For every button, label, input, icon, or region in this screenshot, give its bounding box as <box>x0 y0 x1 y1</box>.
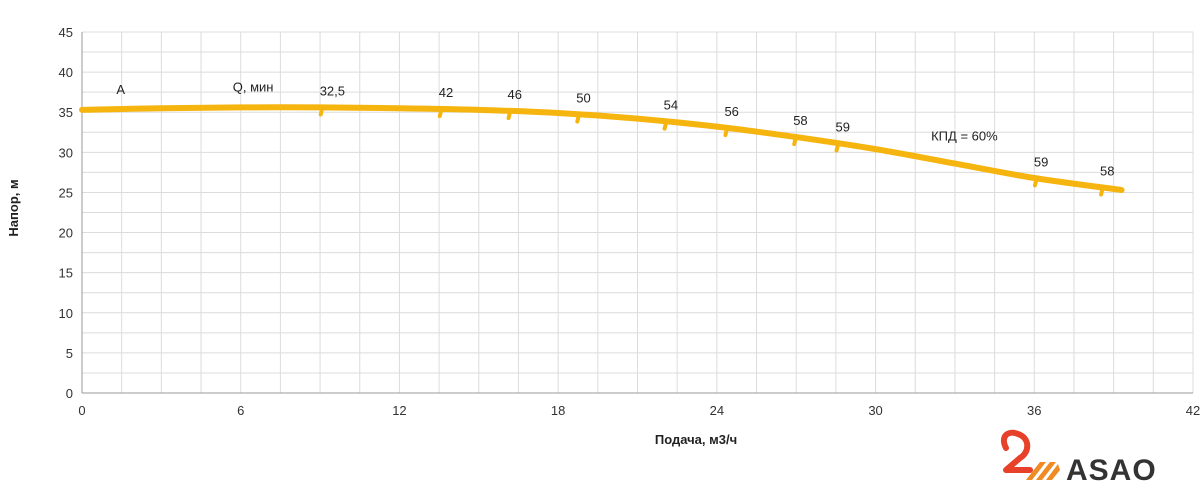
x-axis-title: Подача, м3/ч <box>655 432 737 447</box>
efficiency-tick <box>575 111 582 124</box>
efficiency-label: 58 <box>1100 163 1114 178</box>
efficiency-tick <box>723 125 730 138</box>
x-tick-labels: 0 6 12 18 24 30 36 42 <box>78 403 1200 418</box>
y-tick-label: 0 <box>66 386 73 401</box>
logo-stripe-icon <box>1026 462 1046 480</box>
efficiency-tick <box>792 134 799 147</box>
efficiency-label: 54 <box>664 98 678 113</box>
efficiency-tick <box>318 104 325 117</box>
y-tick-labels: 0 5 10 15 20 25 30 35 40 45 <box>59 25 73 401</box>
efficiency-label: 50 <box>576 91 590 106</box>
axes <box>81 32 1193 394</box>
x-tick-label: 12 <box>392 403 406 418</box>
efficiency-label: 32,5 <box>320 83 345 98</box>
logo-swirl-icon <box>1000 429 1033 473</box>
head-curve-line <box>79 104 1125 194</box>
efficiency-tick <box>834 140 841 153</box>
series-group <box>79 104 1125 194</box>
efficiency-tick <box>437 106 444 119</box>
x-tick-label: 42 <box>1186 403 1200 418</box>
annotation-text: КПД = 60% <box>931 128 998 143</box>
efficiency-label: 59 <box>836 120 850 135</box>
efficiency-label: 56 <box>724 104 738 119</box>
y-tick-label: 45 <box>59 25 73 40</box>
efficiency-label: 59 <box>1034 154 1048 169</box>
annotation-text: А <box>116 82 125 97</box>
efficiency-tick <box>1099 184 1106 197</box>
logo-stripe-icon <box>1046 464 1060 480</box>
efficiency-tick <box>1032 175 1039 188</box>
annotation-text: Q, мин <box>233 79 274 94</box>
x-tick-label: 36 <box>1027 403 1041 418</box>
y-tick-label: 10 <box>59 306 73 321</box>
x-tick-label: 0 <box>78 403 85 418</box>
efficiency-label: 42 <box>439 85 453 100</box>
efficiency-marks: 32,5 42 46 50 54 56 58 59 59 58 <box>318 83 1115 197</box>
y-axis-title: Напор, м <box>6 179 21 236</box>
y-tick-label: 40 <box>59 65 73 80</box>
logo-text: ASAO <box>1066 454 1157 482</box>
grid-lines <box>81 31 1194 394</box>
y-tick-label: 35 <box>59 105 73 120</box>
y-tick-label: 25 <box>59 185 73 200</box>
y-tick-label: 15 <box>59 266 73 281</box>
efficiency-label: 46 <box>508 87 522 102</box>
efficiency-tick <box>506 108 513 121</box>
x-tick-label: 24 <box>710 403 724 418</box>
x-tick-label: 6 <box>237 403 244 418</box>
annotations: А Q, мин КПД = 60% <box>116 79 998 143</box>
efficiency-tick <box>662 118 669 131</box>
asao-logo-mark <box>1000 429 1060 480</box>
asao-logo: ASAO <box>1000 429 1157 482</box>
y-tick-label: 20 <box>59 226 73 241</box>
y-tick-label: 5 <box>66 346 73 361</box>
efficiency-label: 58 <box>793 113 807 128</box>
x-tick-label: 30 <box>868 403 882 418</box>
x-tick-label: 18 <box>551 403 565 418</box>
y-tick-label: 30 <box>59 145 73 160</box>
logo-stripe-icon <box>1036 462 1056 480</box>
